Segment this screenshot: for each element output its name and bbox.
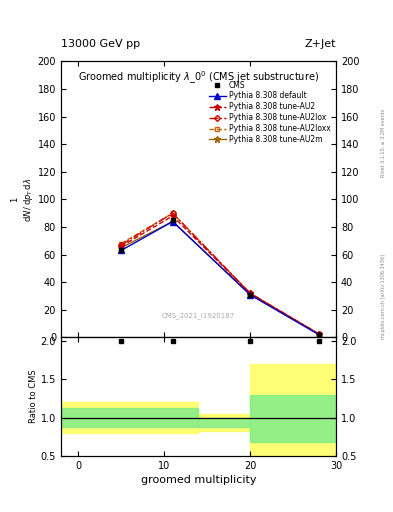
Pythia 8.308 tune-AU2lox [248,290,252,296]
Pythia 8.308 tune-AU2loxx [248,290,252,296]
Line: Pythia 8.308 tune-AU2loxx: Pythia 8.308 tune-AU2loxx [119,211,321,336]
Line: Pythia 8.308 tune-AU2lox: Pythia 8.308 tune-AU2lox [119,211,321,336]
Line: Pythia 8.308 tune-AU2: Pythia 8.308 tune-AU2 [118,212,322,337]
Pythia 8.308 default [119,247,123,253]
Bar [198,417,250,426]
Pythia 8.308 tune-AU2 [248,290,252,296]
Pythia 8.308 tune-AU2m [119,245,123,251]
Bar [61,402,198,433]
Y-axis label: Ratio to CMS: Ratio to CMS [29,370,38,423]
Line: CMS: CMS [119,218,321,337]
Text: mcplots.cern.ch [arXiv:1306.3436]: mcplots.cern.ch [arXiv:1306.3436] [381,254,386,339]
Pythia 8.308 tune-AU2m [248,291,252,297]
Text: Groomed multiplicity $\lambda\_0^0$ (CMS jet substructure): Groomed multiplicity $\lambda\_0^0$ (CMS… [78,70,319,87]
Bar [250,364,336,459]
Bar [198,414,250,431]
Text: 13000 GeV pp: 13000 GeV pp [61,38,140,49]
Y-axis label: $\mathrm{1}$
$\mathrm{d}N\,/\,\mathrm{d}p_\mathrm{T}\,\mathrm{d}\lambda$: $\mathrm{1}$ $\mathrm{d}N\,/\,\mathrm{d}… [9,177,35,222]
Pythia 8.308 default [316,332,321,338]
Line: Pythia 8.308 default: Pythia 8.308 default [118,219,321,337]
X-axis label: groomed multiplicity: groomed multiplicity [141,475,256,485]
Legend: CMS, Pythia 8.308 default, Pythia 8.308 tune-AU2, Pythia 8.308 tune-AU2lox, Pyth: CMS, Pythia 8.308 default, Pythia 8.308 … [208,79,332,145]
Pythia 8.308 tune-AU2loxx [316,331,321,337]
Pythia 8.308 tune-AU2lox [119,242,123,248]
Pythia 8.308 tune-AU2 [316,331,321,337]
Pythia 8.308 default [248,291,252,297]
Pythia 8.308 default [170,219,175,225]
Bar [250,395,336,442]
Pythia 8.308 tune-AU2m [170,219,175,225]
Pythia 8.308 tune-AU2 [119,243,123,249]
CMS [119,247,123,253]
Line: Pythia 8.308 tune-AU2m: Pythia 8.308 tune-AU2m [118,218,322,338]
Text: Rivet 3.1.10, ≥ 3.2M events: Rivet 3.1.10, ≥ 3.2M events [381,109,386,178]
Pythia 8.308 tune-AU2 [170,213,175,219]
Pythia 8.308 tune-AU2m [316,331,321,337]
CMS [316,332,321,338]
CMS [248,291,252,297]
Pythia 8.308 tune-AU2loxx [119,241,123,247]
Bar [61,409,198,426]
Pythia 8.308 tune-AU2lox [316,331,321,337]
Text: Z+Jet: Z+Jet [305,38,336,49]
CMS [170,217,175,223]
Text: CMS_2021_I1920187: CMS_2021_I1920187 [162,312,235,318]
Pythia 8.308 tune-AU2loxx [170,210,175,216]
Pythia 8.308 tune-AU2lox [170,210,175,216]
